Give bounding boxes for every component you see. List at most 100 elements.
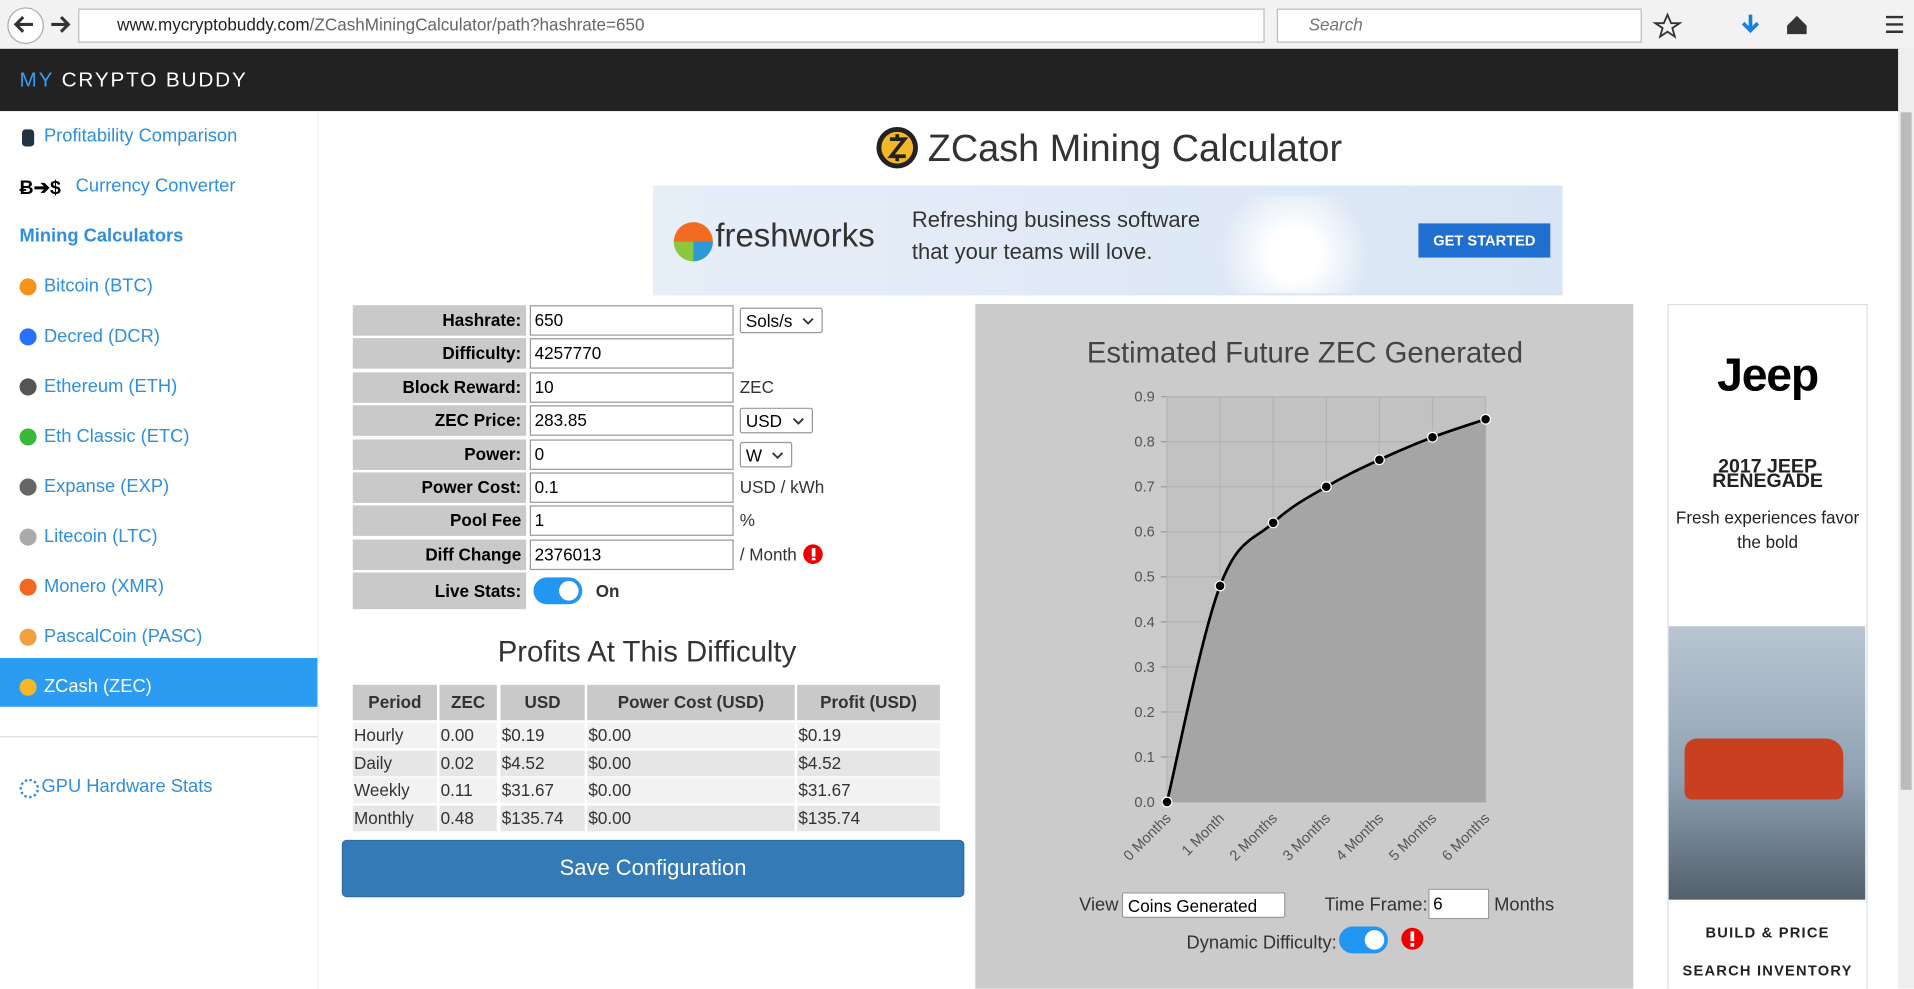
menu-active-row	[0, 657, 318, 707]
ad-tagline: Fresh experiences favor	[1675, 507, 1860, 528]
menu-link[interactable]: Bitcoin (BTC)	[43, 275, 153, 297]
table-header: Power Cost (USD)	[587, 684, 795, 721]
y-tick-label: 0.5	[1134, 570, 1154, 586]
url-field[interactable]	[78, 8, 1265, 43]
unit-text: / Month	[739, 544, 797, 564]
y-tick-label: 0.2	[1134, 705, 1154, 721]
table-cell: 0.11	[439, 778, 497, 804]
menu-link[interactable]: Monero (XMR)	[43, 576, 165, 597]
menu-link[interactable]: Currency Converter	[75, 175, 236, 197]
table-cell: $31.67	[500, 778, 585, 804]
table-cell: 0.00	[439, 722, 497, 749]
point	[1373, 454, 1385, 466]
field-input[interactable]: 10	[529, 372, 734, 403]
coin-icon	[19, 378, 37, 396]
search-field[interactable]	[1276, 8, 1642, 43]
table-cell: $4.52	[500, 750, 585, 776]
chevron	[772, 451, 784, 459]
dynamic-label: Dynamic Difficulty:	[1186, 932, 1337, 954]
point	[1267, 517, 1279, 529]
menu-link[interactable]: Decred (DCR)	[43, 325, 160, 347]
table-cell: Daily	[352, 750, 438, 776]
x-tick-label: 0 Months	[1121, 811, 1175, 865]
ad-cta[interactable]: SEARCH INVENTORY	[1682, 961, 1853, 980]
field-label: Diff Change	[352, 539, 527, 570]
ad-button[interactable]: GET STARTED	[1418, 223, 1551, 258]
save-button[interactable]: Save Configuration	[341, 839, 965, 898]
timeframe-unit: Months	[1494, 894, 1555, 916]
x-tick-label: 6 Months	[1439, 811, 1493, 865]
field-input[interactable]: 650	[529, 305, 734, 336]
area	[1166, 419, 1486, 802]
table-cell: Weekly	[352, 778, 438, 804]
menu-link[interactable]: Ethereum (ETH)	[43, 375, 178, 397]
field-input[interactable]: 2376013	[529, 539, 734, 570]
table-cell: 0.02	[439, 750, 497, 776]
view-select[interactable]: Coins Generated	[1121, 892, 1286, 918]
field-input[interactable]: 4257770	[529, 338, 734, 370]
coin-icon	[19, 678, 37, 696]
table-cell: $0.00	[587, 805, 795, 832]
menu-link[interactable]: Profitability Comparison	[43, 125, 238, 147]
menu-section: Mining Calculators	[19, 225, 184, 247]
table-cell: $0.19	[797, 722, 940, 749]
timeframe-input[interactable]: 6	[1428, 888, 1490, 920]
banner-ad[interactable]	[653, 185, 1563, 296]
chart: Estimated Future ZEC Generated 0.0 0.1 0.2 0…	[1087, 337, 1523, 865]
zcash-logo	[876, 126, 918, 169]
point	[1161, 796, 1173, 808]
table-cell: Monthly	[352, 805, 438, 832]
site-header	[0, 48, 1899, 112]
menu-link[interactable]: Litecoin (LTC)	[43, 526, 158, 547]
field-input[interactable]: 283.85	[529, 405, 734, 437]
warning-mark	[811, 547, 815, 557]
live-toggle[interactable]	[533, 577, 583, 605]
sidebar: Profitability Comparison Ƀ➔$ Currency Conv…	[0, 111, 319, 989]
menu-link[interactable]: ZCash (ZEC)	[43, 676, 152, 698]
unit-select[interactable]: USD	[739, 407, 813, 434]
brand: MY CRYPTO BUDDY	[20, 68, 248, 92]
table-cell: $0.19	[500, 722, 585, 749]
unit-select[interactable]: Sols/s	[739, 307, 823, 334]
field-input[interactable]: 1	[529, 505, 734, 537]
point	[1214, 580, 1226, 592]
search-placeholder: Search	[1308, 14, 1363, 35]
divider	[0, 736, 318, 738]
scroll-thumb[interactable]	[1900, 112, 1912, 790]
coin-icon	[19, 528, 37, 546]
menu-link[interactable]: Expanse (EXP)	[43, 476, 170, 497]
x-tick-label: 2 Months	[1227, 811, 1281, 865]
menu-link[interactable]: Eth Classic (ETC)	[43, 426, 190, 447]
menu-link[interactable]: PascalCoin (PASC)	[43, 626, 203, 647]
field-input[interactable]: 0	[529, 438, 734, 470]
menu-link[interactable]: GPU Hardware Stats	[41, 776, 213, 798]
field-label: Block Reward:	[352, 372, 527, 403]
jeep-logo: Jeep	[1717, 350, 1819, 402]
table-cell: $0.00	[587, 750, 795, 776]
table-header: USD	[500, 684, 585, 721]
live-state: On	[595, 581, 620, 601]
field-input[interactable]: 0.1	[529, 472, 734, 503]
dynamic-toggle[interactable]	[1337, 924, 1435, 956]
point	[1480, 413, 1492, 425]
url-host: www.mycryptobuddy.com	[117, 14, 310, 35]
table-cell: $0.00	[587, 722, 795, 749]
profits-title: Profits At This Difficulty	[497, 635, 797, 669]
car	[1684, 738, 1844, 800]
chevron	[792, 418, 804, 426]
menu-icon	[21, 129, 35, 147]
warning-dot	[811, 557, 815, 561]
unit-text: USD / kWh	[739, 477, 825, 497]
coin-icon	[19, 628, 37, 646]
point	[1426, 431, 1438, 443]
toggle-knob	[559, 581, 579, 601]
unit-select[interactable]: W	[739, 441, 793, 468]
ad-cta[interactable]: BUILD & PRICE	[1705, 924, 1830, 942]
menu-icon: Ƀ➔$	[19, 178, 61, 199]
y-tick-label: 0.1	[1134, 750, 1154, 766]
table-header: Period	[352, 684, 438, 721]
field-label: Hashrate:	[352, 305, 527, 336]
y-tick-label: 0.0	[1134, 795, 1154, 811]
table-cell: $31.67	[797, 778, 940, 804]
